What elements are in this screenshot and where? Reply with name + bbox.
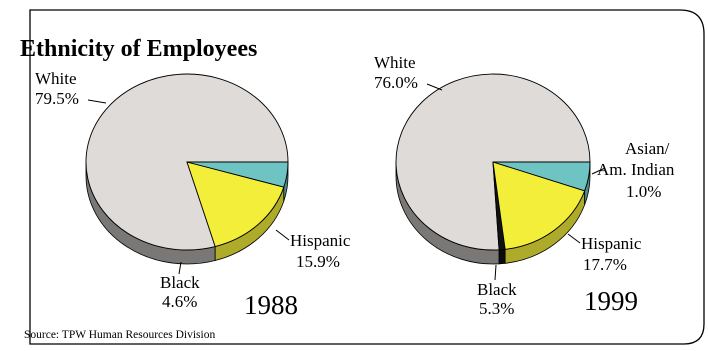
pie-1999 [395, 73, 591, 265]
pie-side-1999-asian-am-indian [498, 248, 506, 265]
value-1988-hispanic: 15.9% [296, 252, 340, 271]
leader-1999-white [426, 83, 443, 91]
label-1988-hispanic: Hispanic [290, 231, 351, 250]
value-1999-hispanic: 17.7% [583, 255, 627, 274]
value-1999-white: 76.0% [374, 73, 418, 92]
leader-1999-hispanic [567, 233, 581, 244]
leader-1999-black [494, 264, 497, 281]
value-1999-black: 5.3% [479, 299, 514, 318]
label-1988-white: White [35, 69, 77, 88]
label-1999-asian: Asian/ [625, 139, 670, 158]
pie-slice-1999-black [492, 161, 591, 192]
leader-1988-hispanic [275, 229, 290, 241]
value-1999-asian: 1.0% [626, 182, 661, 201]
pie-1988 [85, 73, 289, 265]
label2-1999-asian: Am. Indian [597, 160, 675, 179]
value-1988-white: 79.5% [35, 89, 79, 108]
source-note: Source: TPW Human Resources Division [24, 329, 215, 341]
label-1999-hispanic: Hispanic [581, 234, 642, 253]
chart-title: Ethnicity of Employees [20, 36, 257, 62]
label-1999-white: White [374, 53, 416, 72]
year-1999: 1999 [584, 286, 638, 316]
pie-slice-1988-black [186, 161, 289, 188]
leader-1988-black [178, 261, 182, 275]
value-1988-black: 4.6% [162, 292, 197, 311]
label-1988-black: Black [160, 273, 200, 292]
year-1988: 1988 [244, 290, 298, 320]
leader-1988-white [87, 99, 107, 104]
label-1999-black: Black [477, 280, 517, 299]
leader-1999-asian [591, 167, 606, 175]
pie-slice-1988-hispanic [186, 161, 285, 248]
